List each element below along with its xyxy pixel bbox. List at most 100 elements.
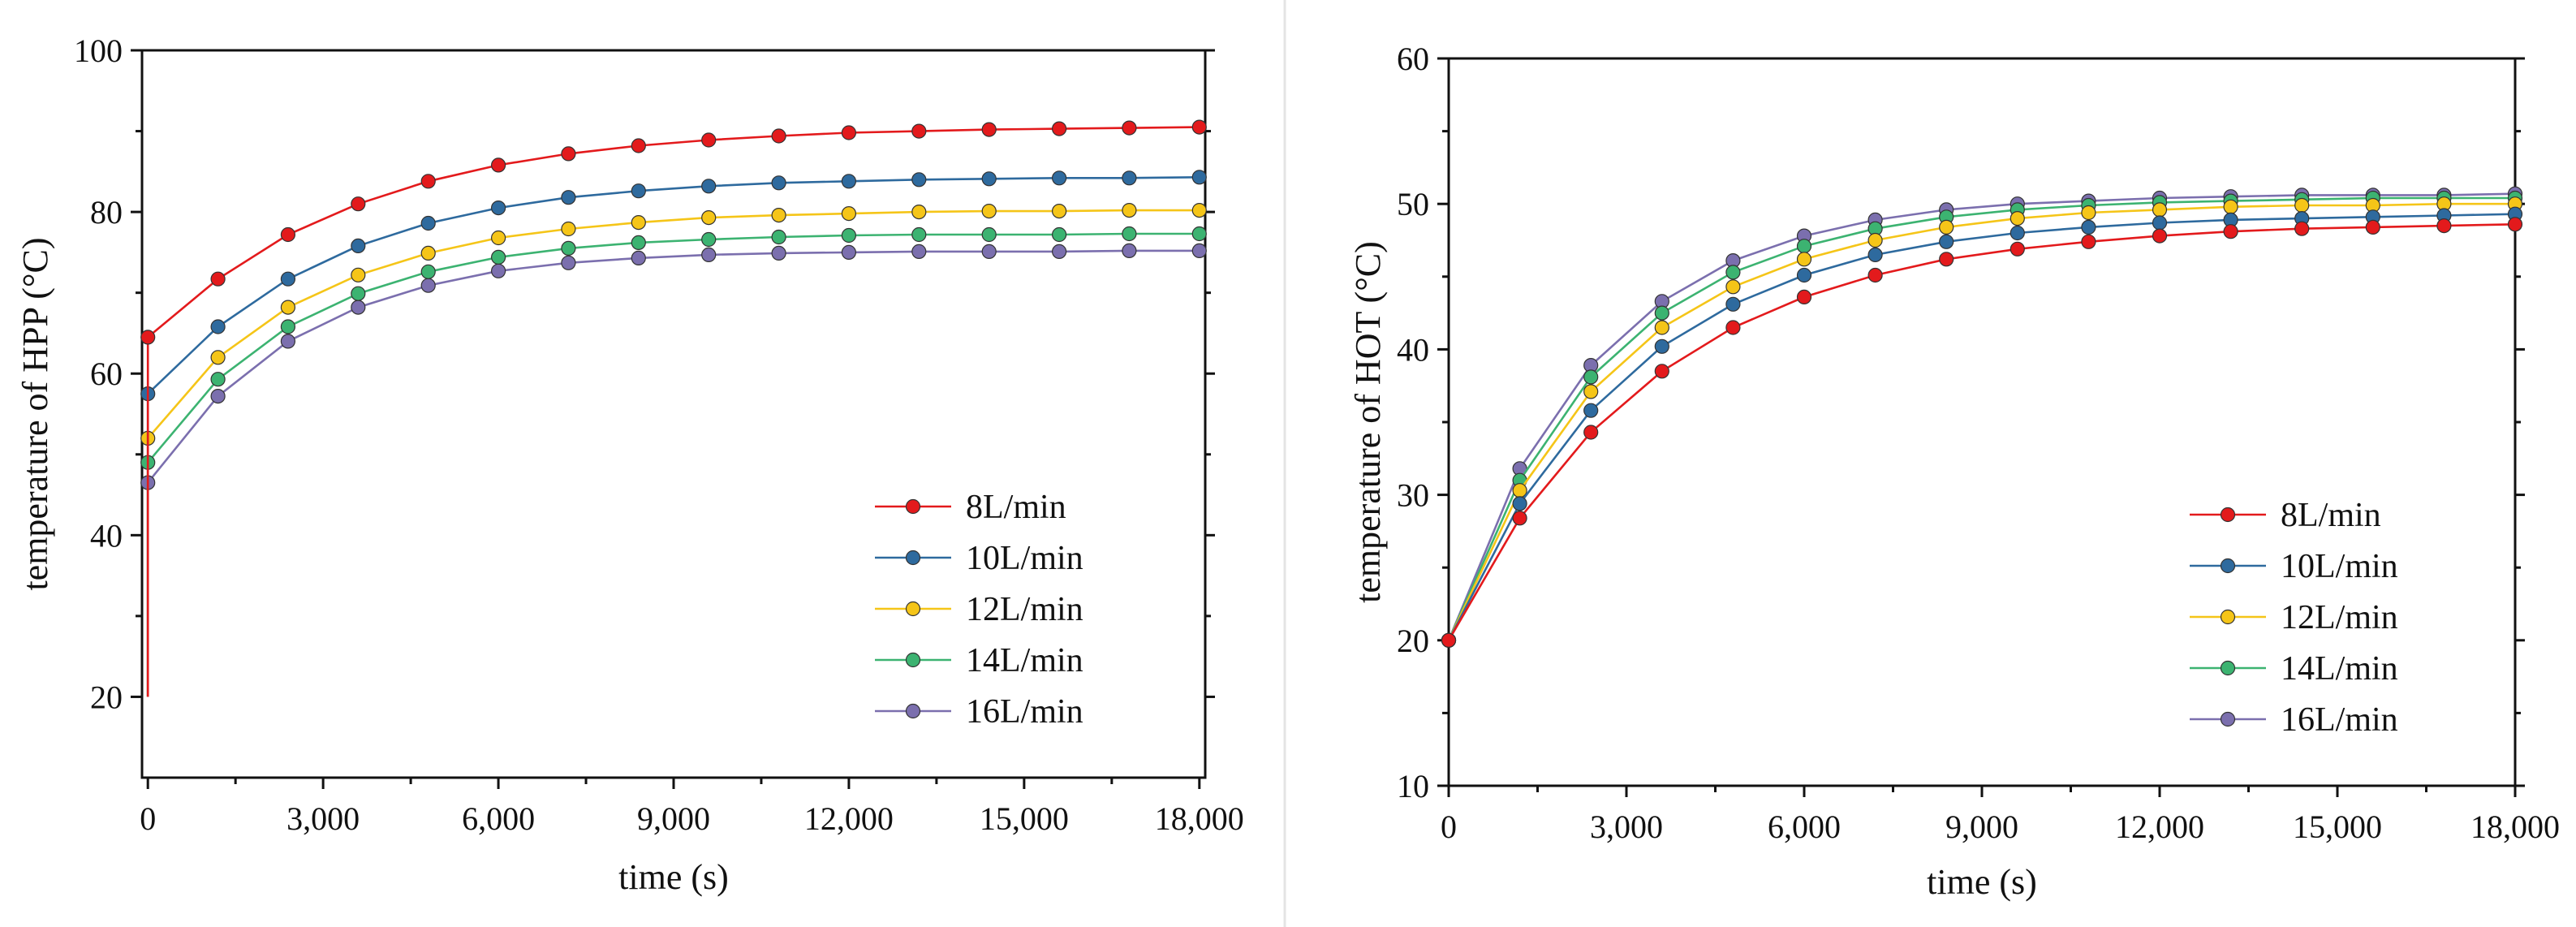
- data-point: [841, 125, 857, 140]
- data-point: [210, 350, 226, 365]
- series-line: [1447, 202, 2515, 641]
- data-point: [280, 334, 295, 349]
- x-tick-label: 15,000: [980, 800, 1069, 837]
- legend-item: 12L/min: [2190, 599, 2398, 636]
- y-tick-label: 40: [90, 517, 123, 554]
- data-point: [210, 389, 226, 404]
- series-14l-min: [140, 226, 1207, 697]
- data-point: [2081, 219, 2096, 235]
- data-point: [1939, 252, 1954, 267]
- data-point: [2152, 215, 2168, 231]
- data-point: [1867, 232, 1883, 248]
- data-point: [1939, 234, 1954, 249]
- data-point: [1051, 121, 1067, 136]
- data-point: [771, 229, 786, 245]
- data-point: [1867, 247, 1883, 262]
- legend-marker: [2220, 558, 2236, 574]
- data-point: [2152, 228, 2168, 244]
- data-point: [1051, 204, 1067, 219]
- data-point: [2081, 205, 2096, 221]
- data-point: [351, 267, 366, 282]
- data-point: [1583, 403, 1599, 418]
- legend-item: 16L/min: [875, 693, 1083, 731]
- data-point: [981, 122, 997, 137]
- data-point: [771, 208, 786, 223]
- legend-label: 12L/min: [2281, 599, 2398, 636]
- x-tick-label: 0: [140, 800, 156, 837]
- x-tick-label: 12,000: [2115, 808, 2204, 845]
- data-point: [701, 210, 717, 226]
- legend-item: 10L/min: [875, 540, 1083, 577]
- data-point: [1725, 296, 1741, 312]
- data-point: [2294, 197, 2310, 213]
- data-point: [701, 132, 717, 148]
- legend-marker: [905, 601, 921, 617]
- data-point: [771, 175, 786, 191]
- legend-label: 10L/min: [2281, 548, 2398, 585]
- data-point: [981, 226, 997, 243]
- legend-label: 8L/min: [966, 489, 1066, 526]
- data-point: [1796, 239, 1812, 254]
- data-point: [911, 244, 927, 259]
- y-tick-label: 20: [90, 679, 123, 715]
- x-tick-label: 18,000: [2470, 808, 2560, 845]
- data-point: [911, 123, 927, 139]
- data-point: [490, 200, 506, 216]
- data-point: [1796, 289, 1812, 304]
- data-point: [1654, 338, 1669, 354]
- legend-marker: [905, 498, 921, 515]
- data-point: [771, 128, 786, 144]
- data-point: [420, 174, 436, 189]
- legend-label: 16L/min: [2281, 701, 2398, 739]
- legend-label: 14L/min: [966, 642, 1083, 679]
- y-tick-label: 80: [90, 194, 123, 231]
- data-point: [2010, 241, 2025, 257]
- x-axis-label: time (s): [1927, 862, 2037, 902]
- data-point: [911, 205, 927, 220]
- y-axis-label: temperature of HOT (°C): [1348, 241, 1388, 603]
- data-point: [1654, 305, 1669, 321]
- data-point: [2081, 234, 2096, 249]
- legend-item: 8L/min: [2190, 497, 2381, 534]
- legend-item: 10L/min: [2190, 548, 2398, 585]
- data-point: [1122, 226, 1137, 242]
- series-line: [1447, 223, 2516, 641]
- y-tick-label: 20: [1397, 623, 1429, 659]
- data-point: [2010, 211, 2025, 226]
- data-point: [1191, 203, 1207, 218]
- series-8l-min: [1441, 217, 2523, 648]
- data-point: [1796, 252, 1812, 267]
- data-point: [280, 271, 295, 287]
- data-point: [561, 146, 576, 162]
- data-point: [490, 263, 506, 278]
- data-point: [280, 319, 295, 334]
- data-point: [2010, 225, 2025, 241]
- data-point: [210, 372, 226, 387]
- data-point: [1122, 243, 1137, 258]
- data-point: [1654, 320, 1669, 335]
- data-point: [1191, 170, 1207, 185]
- data-point: [1654, 364, 1669, 379]
- data-point: [1191, 119, 1207, 135]
- x-tick-label: 18,000: [1155, 800, 1244, 837]
- legend-item: 16L/min: [2190, 701, 2398, 739]
- data-point: [841, 244, 857, 260]
- data-point: [351, 300, 366, 315]
- data-point: [1725, 320, 1741, 335]
- legend-label: 8L/min: [2281, 497, 2381, 534]
- data-point: [2436, 218, 2452, 234]
- data-point: [1191, 226, 1207, 242]
- data-point: [1122, 120, 1137, 136]
- y-tick-label: 30: [1397, 477, 1429, 514]
- data-point: [2365, 219, 2380, 235]
- data-point: [561, 255, 576, 270]
- data-point: [981, 204, 997, 219]
- legend-label: 10L/min: [966, 540, 1083, 577]
- legend-marker: [905, 550, 921, 566]
- data-point: [701, 231, 717, 248]
- data-point: [1725, 265, 1741, 280]
- data-point: [1939, 219, 1954, 235]
- data-point: [1512, 483, 1527, 498]
- x-tick-label: 6,000: [462, 800, 535, 837]
